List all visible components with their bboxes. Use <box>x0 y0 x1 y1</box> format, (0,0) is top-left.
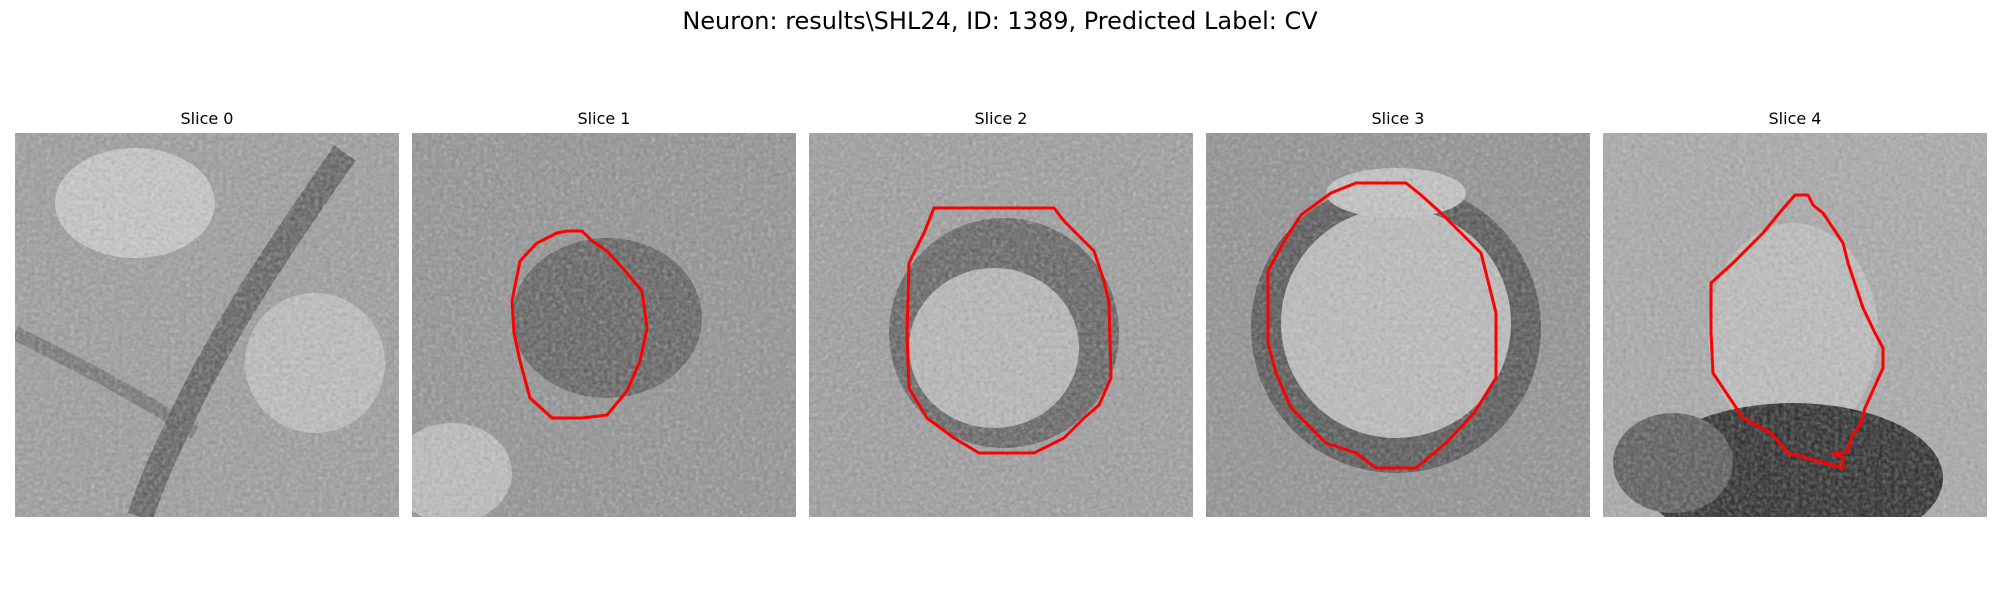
slice-title-3: Slice 3 <box>1371 109 1425 128</box>
slice-image-1 <box>412 133 796 517</box>
slice-panel-1: Slice 1 <box>412 109 796 517</box>
contour-outline-4 <box>1709 193 1885 470</box>
slice-panel-4: Slice 4 <box>1603 109 1987 517</box>
slice-image-0 <box>15 133 399 517</box>
slice-image-3 <box>1206 133 1590 517</box>
slice-title-0: Slice 0 <box>180 109 234 128</box>
slice-panel-0: Slice 0 <box>15 109 399 517</box>
slice-panel-3: Slice 3 <box>1206 109 1590 517</box>
contour-outline-3 <box>1266 181 1498 470</box>
slice-title-1: Slice 1 <box>577 109 631 128</box>
slice-panel-2: Slice 2 <box>809 109 1193 517</box>
figure-title: Neuron: results\SHL24, ID: 1389, Predict… <box>682 7 1318 35</box>
contour-outline-1 <box>510 229 649 420</box>
contour-outline-2 <box>905 206 1113 455</box>
slice-image-2 <box>809 133 1193 517</box>
slice-title-4: Slice 4 <box>1768 109 1822 128</box>
slice-title-2: Slice 2 <box>974 109 1028 128</box>
slice-image-4 <box>1603 133 1987 517</box>
